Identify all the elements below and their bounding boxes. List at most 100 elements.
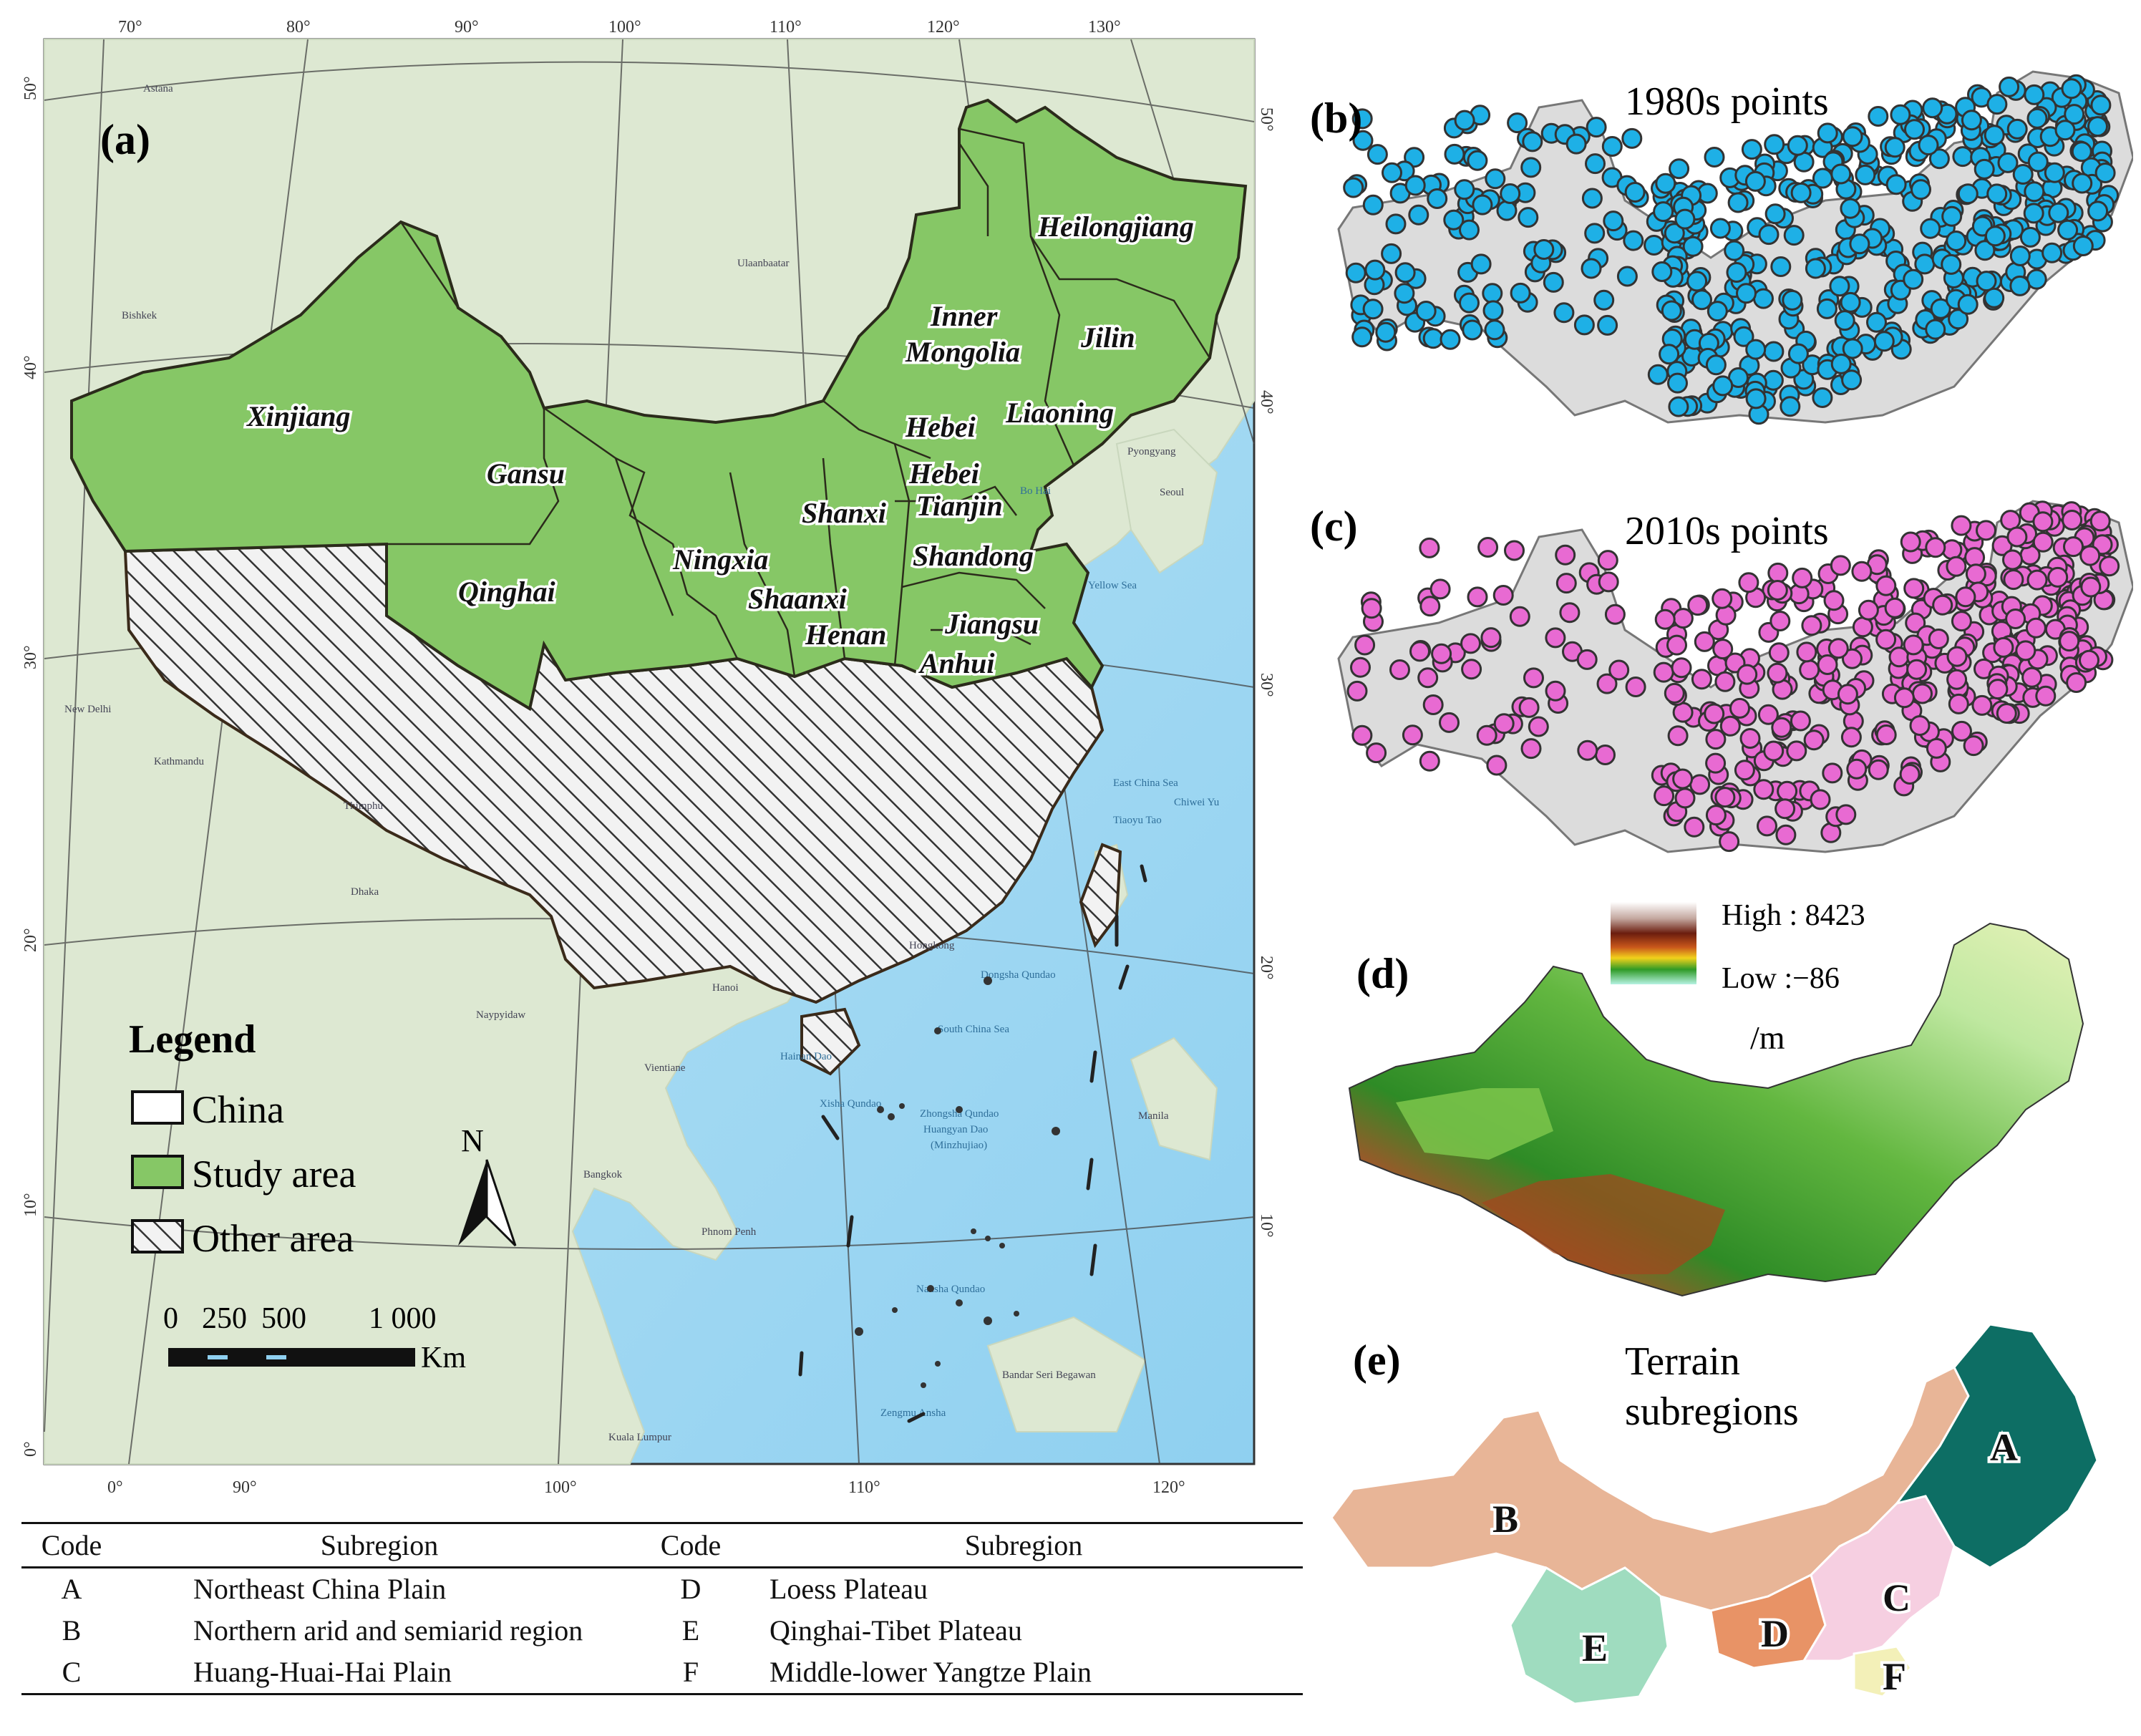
sample-point bbox=[1840, 291, 1861, 313]
sample-point bbox=[2061, 78, 2082, 100]
sample-point bbox=[2026, 569, 2048, 591]
sample-point bbox=[1912, 683, 1933, 704]
sample-point bbox=[1769, 611, 1791, 631]
label-mongolia: Mongolia bbox=[905, 336, 1020, 368]
sample-point bbox=[1946, 231, 1967, 251]
sample-point bbox=[2072, 173, 2093, 194]
sample-point bbox=[1993, 636, 2014, 658]
sample-point bbox=[1984, 226, 2006, 247]
sample-point bbox=[1351, 724, 1373, 746]
sample-point bbox=[1842, 126, 1863, 147]
sample-point bbox=[1764, 134, 1785, 155]
sample-point bbox=[2090, 94, 2112, 116]
sample-point bbox=[2026, 107, 2048, 129]
sample-point bbox=[1682, 236, 1704, 257]
sample-point bbox=[1893, 687, 1915, 709]
sample-point bbox=[1736, 283, 1757, 304]
sample-point bbox=[1661, 300, 1682, 321]
legend-swatch-china bbox=[131, 1090, 184, 1125]
legend-swatch-study bbox=[131, 1155, 184, 1189]
sample-point bbox=[1443, 209, 1465, 231]
sample-point bbox=[1890, 104, 1911, 125]
sample-point bbox=[1705, 752, 1727, 774]
sample-point bbox=[1346, 680, 1368, 702]
sample-point bbox=[1796, 641, 1817, 663]
place-phnom-penh: Phnom Penh bbox=[701, 1226, 757, 1238]
sea-east-china: East China Sea bbox=[1113, 777, 1178, 789]
scale-unit: Km bbox=[421, 1342, 466, 1374]
sample-point bbox=[1362, 194, 1384, 215]
sample-point bbox=[1545, 627, 1566, 649]
scale-bar: 0 250 500 1 000 Km bbox=[163, 1302, 466, 1374]
sample-point bbox=[1687, 595, 1709, 616]
sample-point bbox=[1543, 271, 1564, 293]
sample-point bbox=[1928, 148, 1950, 170]
sample-point bbox=[1805, 258, 1826, 279]
label-gansu: Gansu bbox=[487, 457, 565, 490]
sample-point bbox=[2025, 617, 2047, 639]
sample-point bbox=[1841, 369, 1863, 391]
legend-label-study: Study area bbox=[192, 1153, 356, 1196]
sample-point bbox=[1738, 572, 1759, 593]
sample-point bbox=[1957, 294, 1979, 315]
scale-tick-250: 250 bbox=[202, 1302, 247, 1335]
sample-point bbox=[2066, 672, 2087, 693]
sample-point bbox=[1971, 694, 1993, 716]
sample-point bbox=[1885, 174, 1907, 195]
sample-point bbox=[2015, 640, 2036, 661]
sample-point bbox=[1782, 289, 1803, 311]
sample-point bbox=[1385, 213, 1407, 235]
sample-point bbox=[1758, 224, 1780, 246]
sample-point bbox=[1858, 599, 1879, 621]
panel-c-label: (c) bbox=[1310, 503, 1358, 550]
sample-point bbox=[1647, 364, 1669, 385]
dem-tarim-basin bbox=[1396, 1088, 1553, 1160]
sample-point bbox=[1705, 805, 1727, 826]
lon-ticks-bottom: 0° 90° 100° 110° 120° bbox=[107, 1478, 1185, 1497]
sample-point bbox=[1922, 97, 1943, 119]
region-label-f: F bbox=[1883, 1655, 1906, 1698]
sample-point bbox=[1884, 137, 1905, 158]
sample-point bbox=[1573, 314, 1595, 336]
sample-point bbox=[1903, 268, 1924, 290]
place-hainan: Hainan Dao bbox=[780, 1051, 832, 1062]
sample-point bbox=[2035, 685, 2057, 707]
cell-code: A bbox=[61, 1573, 82, 1605]
sample-point bbox=[1745, 388, 1767, 409]
tick-lat-20: 20° bbox=[21, 928, 40, 952]
sample-point bbox=[1904, 119, 1925, 140]
dem-unit: /m bbox=[1750, 1019, 1785, 1056]
sample-point bbox=[1846, 758, 1868, 780]
sample-point bbox=[1674, 208, 1696, 230]
sample-point bbox=[1842, 338, 1863, 359]
sample-point bbox=[1909, 715, 1931, 736]
sample-point bbox=[1555, 573, 1577, 594]
points-1980s bbox=[1343, 74, 2120, 425]
sample-point bbox=[1906, 659, 1928, 680]
sample-point bbox=[1440, 329, 1461, 350]
sample-point bbox=[1419, 750, 1440, 772]
tick-lon-80: 80° bbox=[286, 18, 311, 37]
sample-point bbox=[1664, 682, 1685, 704]
sample-point bbox=[1948, 693, 1969, 714]
sample-point bbox=[1851, 561, 1873, 582]
place-minzhujiao: (Minzhujiao) bbox=[931, 1140, 987, 1151]
tick-lon-90: 90° bbox=[455, 18, 479, 37]
sample-point bbox=[2032, 511, 2054, 533]
sample-point bbox=[2099, 556, 2120, 577]
sample-point bbox=[1597, 550, 1618, 571]
sample-point bbox=[1855, 164, 1876, 185]
sample-point bbox=[1597, 314, 1618, 336]
place-new-delhi: New Delhi bbox=[64, 704, 111, 715]
sample-point bbox=[1404, 175, 1426, 196]
sample-point bbox=[1504, 540, 1525, 561]
sample-point bbox=[1709, 218, 1731, 239]
sample-point bbox=[2094, 163, 2116, 183]
sample-point bbox=[1976, 520, 1996, 541]
sample-point bbox=[1984, 287, 2005, 309]
sample-point bbox=[1764, 203, 1786, 225]
sample-point bbox=[1771, 717, 1792, 738]
place-chiwei: Chiwei Yu bbox=[1174, 797, 1220, 808]
sample-point bbox=[1712, 588, 1733, 609]
sample-point bbox=[1389, 659, 1410, 680]
